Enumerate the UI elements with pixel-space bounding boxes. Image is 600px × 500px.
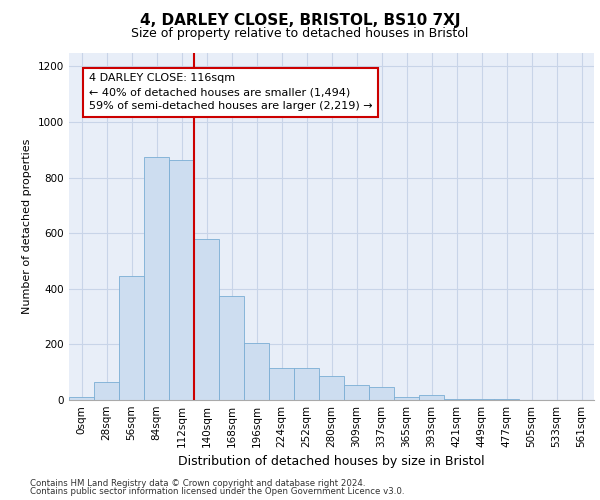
Bar [269,368,294,400]
Bar [394,397,419,400]
Text: Contains public sector information licensed under the Open Government Licence v3: Contains public sector information licen… [30,488,404,496]
Bar [144,157,169,400]
Bar [194,239,219,400]
Bar [469,398,494,400]
Bar [94,382,119,400]
Bar [419,395,444,400]
Bar [344,384,369,400]
Text: Size of property relative to detached houses in Bristol: Size of property relative to detached ho… [131,28,469,40]
Text: 4, DARLEY CLOSE, BRISTOL, BS10 7XJ: 4, DARLEY CLOSE, BRISTOL, BS10 7XJ [140,12,460,28]
Bar [169,160,194,400]
Bar [244,343,269,400]
X-axis label: Distribution of detached houses by size in Bristol: Distribution of detached houses by size … [178,456,485,468]
Bar [494,399,519,400]
Y-axis label: Number of detached properties: Number of detached properties [22,138,32,314]
Bar [319,376,344,400]
Bar [369,388,394,400]
Text: Contains HM Land Registry data © Crown copyright and database right 2024.: Contains HM Land Registry data © Crown c… [30,478,365,488]
Bar [219,296,244,400]
Text: 4 DARLEY CLOSE: 116sqm
← 40% of detached houses are smaller (1,494)
59% of semi-: 4 DARLEY CLOSE: 116sqm ← 40% of detached… [89,74,373,112]
Bar [69,397,94,400]
Bar [294,368,319,400]
Bar [119,276,144,400]
Bar [444,398,469,400]
